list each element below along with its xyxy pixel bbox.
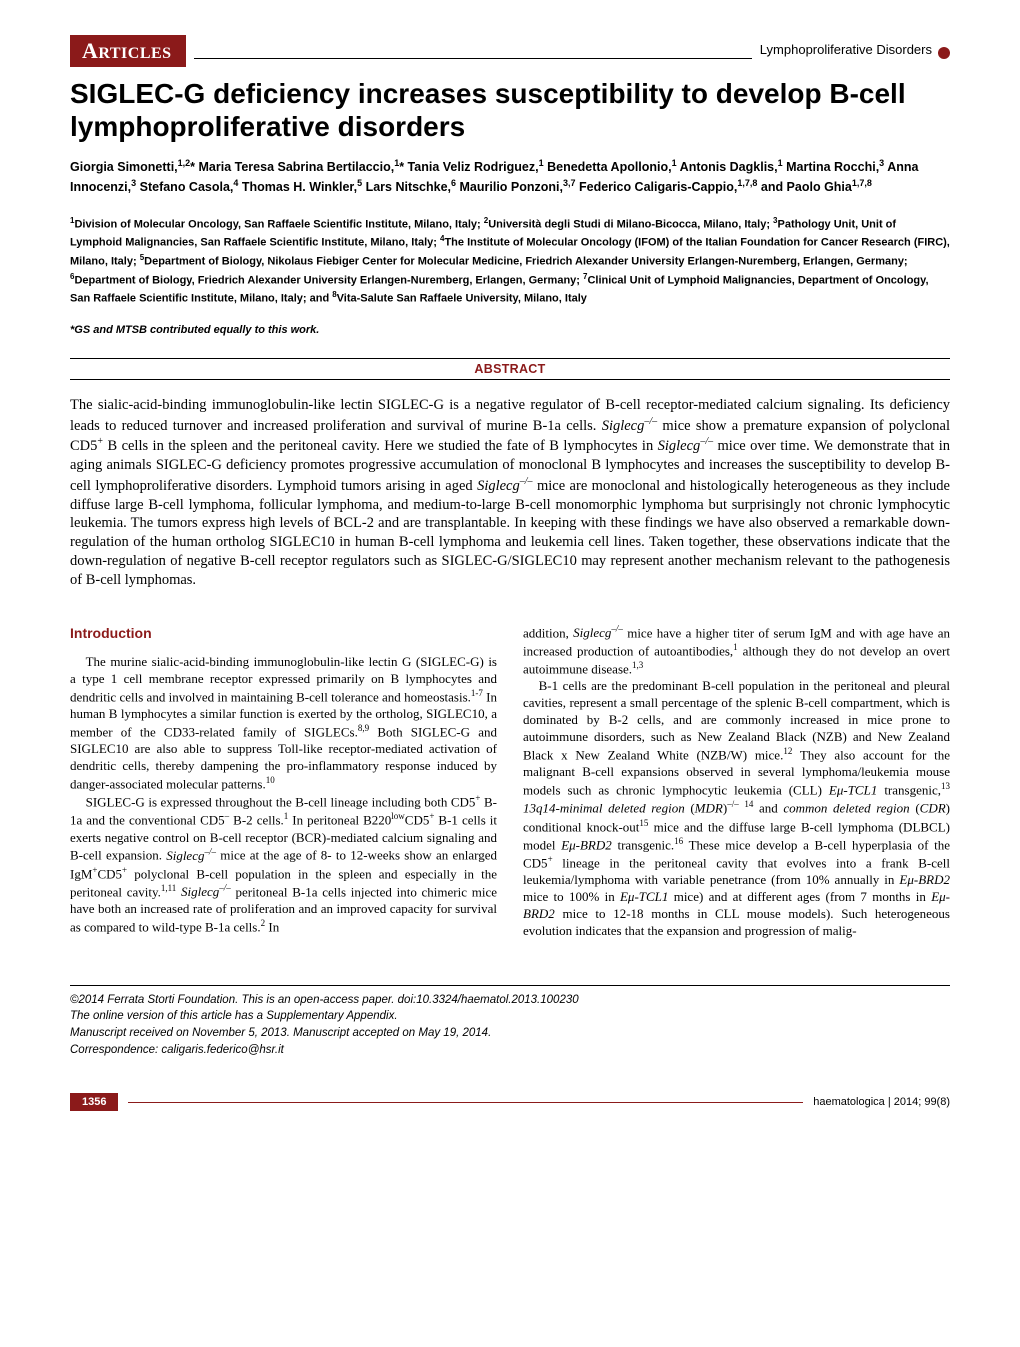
page-footer: 1356 haematologica | 2014; 99(8) [70,1093,950,1111]
category-label: Lymphoproliferative Disorders [760,42,932,57]
article-footer-box: ©2014 Ferrata Storti Foundation. This is… [70,985,950,1059]
affiliations: 1Division of Molecular Oncology, San Raf… [70,215,950,308]
contribution-note: *GS and MTSB contributed equally to this… [70,324,950,336]
supplementary-note: The online version of this article has a… [70,1008,950,1025]
article-title: SIGLEC-G deficiency increases susceptibi… [70,77,950,143]
abstract-heading: ABSTRACT [70,358,950,380]
authors-list: Giorgia Simonetti,1,2* Maria Teresa Sabr… [70,157,950,197]
manuscript-dates: Manuscript received on November 5, 2013.… [70,1025,950,1042]
body-column-left: Introduction The murine sialic-acid-bind… [70,624,497,940]
articles-first-letter: A [82,38,98,63]
footer-rule [128,1102,803,1103]
body-column-right: addition, Siglecg–/– mice have a higher … [523,624,950,940]
header-bar: ARTICLES Lymphoproliferative Disorders [70,35,950,67]
header-rule [194,58,752,59]
body-columns: Introduction The murine sialic-acid-bind… [70,624,950,940]
introduction-heading: Introduction [70,624,497,642]
intro-para-4: B-1 cells are the predominant B-cell pop… [523,678,950,939]
intro-para-1: The murine sialic-acid-binding immunoglo… [70,654,497,793]
articles-section-tab: ARTICLES [70,35,186,67]
abstract-body: The sialic-acid-binding immunoglobulin-l… [70,396,950,590]
articles-label-rest: RTICLES [98,45,171,62]
page-number: 1356 [70,1093,118,1111]
correspondence: Correspondence: caligaris.federico@hsr.i… [70,1042,950,1059]
journal-reference: haematologica | 2014; 99(8) [813,1096,950,1108]
intro-para-3: addition, Siglecg–/– mice have a higher … [523,624,950,679]
copyright-line: ©2014 Ferrata Storti Foundation. This is… [70,992,950,1009]
intro-para-2: SIGLEC-G is expressed throughout the B-c… [70,793,497,936]
category-dot-icon [938,47,950,59]
